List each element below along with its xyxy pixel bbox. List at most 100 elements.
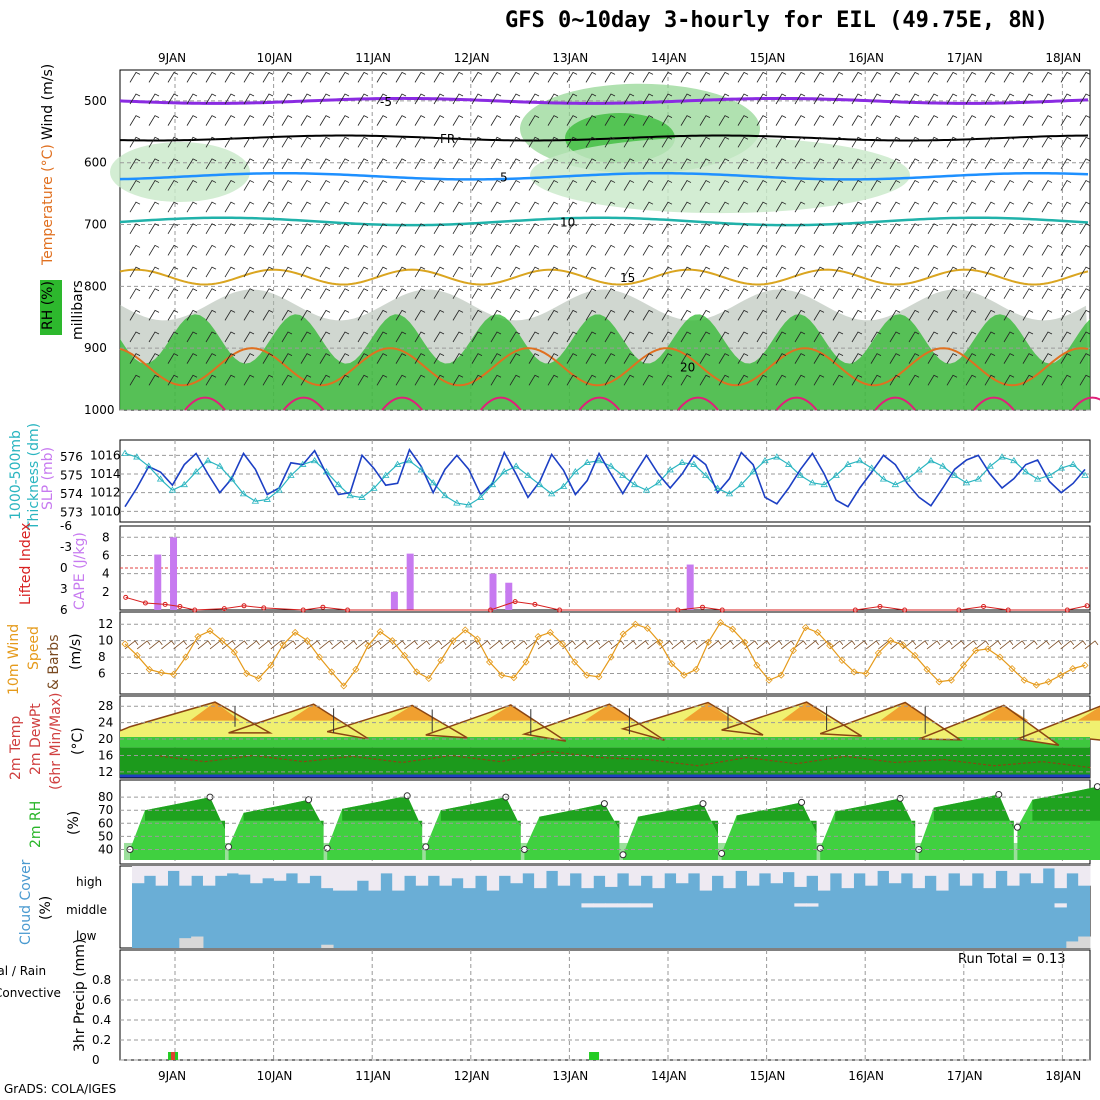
- thickness-marker: [903, 475, 911, 482]
- panel5-side-label: 2m DewPt: [28, 703, 44, 775]
- thickness-marker: [867, 464, 876, 471]
- wind-barb: [851, 331, 863, 343]
- wind-barb: [1079, 201, 1091, 213]
- thickness-marker: [607, 462, 615, 469]
- thickness-marker: [204, 456, 212, 464]
- wind-barb: [205, 309, 217, 321]
- wind-barb: [243, 201, 255, 213]
- wind-barb: [433, 353, 445, 364]
- wind-barb: [395, 244, 407, 256]
- wind-barb: [908, 266, 920, 278]
- wind-barb: [319, 180, 331, 191]
- wind-barb: [395, 353, 407, 364]
- wind-barb: [851, 115, 863, 126]
- wind-barb-10m: [890, 640, 904, 650]
- cloud-high-bar: [664, 866, 677, 874]
- pressure-tick-label: 800: [84, 279, 107, 293]
- wind-barb: [794, 244, 806, 256]
- wind-barb: [1003, 374, 1015, 386]
- wind-barb: [471, 201, 483, 213]
- isotherm-label: 20: [680, 361, 695, 375]
- wind-barb: [889, 93, 901, 105]
- wind-barb: [167, 374, 179, 386]
- wind-speed-marker: [510, 674, 518, 682]
- wind-barb: [148, 288, 160, 299]
- wind-barb: [509, 136, 521, 148]
- wind-barb: [737, 136, 749, 148]
- lifted-index-marker: [488, 607, 494, 613]
- wind-barb: [908, 71, 920, 83]
- wind-barb: [376, 374, 388, 386]
- wind-barb: [604, 115, 616, 126]
- wind-barb: [851, 93, 863, 105]
- wind-barb: [661, 136, 673, 148]
- thickness-marker: [725, 490, 734, 497]
- thickness-marker: [1057, 464, 1066, 471]
- day-label-bottom: 13JAN: [552, 1069, 588, 1083]
- wind-speed-marker: [814, 628, 822, 637]
- wind-barb: [718, 331, 730, 343]
- wind-barb: [338, 374, 350, 386]
- cloud-high-bar: [474, 866, 488, 876]
- wind-barb: [357, 93, 369, 105]
- lifted-index-marker: [241, 603, 247, 609]
- wind-barb: [319, 158, 331, 170]
- wind-barb: [490, 223, 502, 235]
- cloud-high-bar: [1066, 866, 1079, 874]
- wind-barb: [775, 158, 787, 170]
- rh-day-core: [933, 794, 1014, 830]
- wind-speed-marker: [267, 661, 275, 669]
- wind-barb: [148, 180, 160, 191]
- wind-barb-10m: [1060, 640, 1075, 650]
- wind-barb: [452, 374, 464, 386]
- cloud-high-bar: [687, 866, 701, 874]
- lifted-index-marker: [261, 605, 267, 611]
- wind-barb: [1022, 71, 1034, 83]
- wind-barb: [927, 158, 939, 170]
- panel6-side-label: 2m RH: [28, 801, 44, 848]
- wind-barb: [300, 288, 312, 299]
- wind-barb: [300, 158, 312, 170]
- thickness-marker: [915, 466, 923, 473]
- wind-barb: [1003, 266, 1015, 278]
- precip-tick-label: 0.6: [92, 993, 111, 1007]
- wind-barb: [395, 266, 407, 278]
- wind-barb: [661, 374, 673, 386]
- wind-barb-10m: [136, 640, 151, 650]
- cloud-high-bar: [534, 866, 547, 889]
- thickness-tick-label: 573: [60, 505, 83, 519]
- wind-barb: [509, 288, 521, 299]
- wind-barb: [775, 115, 787, 126]
- wind-barb: [984, 353, 996, 364]
- wind-barb: [319, 353, 331, 364]
- wind-barb: [205, 115, 217, 126]
- wind-barb: [509, 331, 521, 343]
- wind-barb: [680, 266, 692, 278]
- thickness-marker: [678, 458, 686, 465]
- precip-tick-label: 0.2: [92, 1033, 111, 1047]
- cloud-high-bar: [948, 866, 961, 874]
- isotherm-label: 5: [500, 170, 508, 184]
- wind-barb: [243, 331, 255, 343]
- wind-barb-10m: [1072, 640, 1087, 650]
- wind-barb: [566, 115, 578, 126]
- rh-marker: [816, 844, 824, 852]
- wind-barb: [832, 309, 844, 321]
- wind-barb: [186, 71, 198, 83]
- wind-barb: [661, 71, 673, 83]
- isotherm-line: [119, 268, 1089, 286]
- wind-speed-marker: [1032, 681, 1040, 689]
- cloud-high-bar: [924, 866, 937, 876]
- rh-day-core: [1032, 786, 1100, 821]
- wind-barb: [737, 374, 749, 386]
- wind-barb: [1079, 71, 1091, 83]
- thickness-marker: [121, 449, 129, 456]
- cloud-tick-label: low: [76, 929, 97, 943]
- isotherm-label: 15: [620, 271, 635, 285]
- wind-barb: [775, 201, 787, 213]
- wind-speed-marker: [170, 670, 178, 678]
- wind-barb: [205, 288, 217, 299]
- isotherm-line: [119, 171, 1089, 181]
- lifted-index-marker: [557, 607, 563, 613]
- wind-barb: [908, 158, 920, 170]
